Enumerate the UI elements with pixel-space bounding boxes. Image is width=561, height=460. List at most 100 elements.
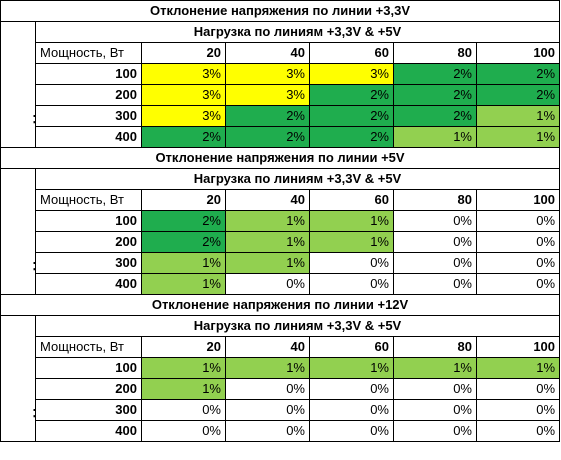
row-header: 400 xyxy=(35,273,142,295)
value-cell: 0% xyxy=(225,378,310,400)
value-cell: 0% xyxy=(141,399,226,421)
row-header: 300 xyxy=(35,105,142,127)
column-header: 80 xyxy=(393,336,477,358)
value-cell: 1% xyxy=(309,231,394,253)
value-cell: 3% xyxy=(141,63,226,85)
value-cell: 0% xyxy=(309,252,394,274)
value-cell: 2% xyxy=(309,84,394,106)
column-header: 20 xyxy=(141,42,226,64)
column-header: 60 xyxy=(309,42,394,64)
value-cell: 1% xyxy=(225,357,310,379)
value-cell: 1% xyxy=(393,357,477,379)
table-row: 300 1% 1% 0% 0% 0% xyxy=(1,252,561,274)
vertical-label-line: Нагрузка по xyxy=(30,41,36,125)
row-header: 200 xyxy=(35,231,142,253)
value-cell: 0% xyxy=(225,399,310,421)
section-title: Отклонение напряжения по линии +5V xyxy=(0,147,561,169)
row-header: 100 xyxy=(35,357,142,379)
table-row: 300 0% 0% 0% 0% 0% xyxy=(1,399,561,421)
table-row: 400 0% 0% 0% 0% 0% xyxy=(1,420,561,442)
value-cell: 0% xyxy=(475,252,561,274)
value-cell: 2% xyxy=(475,63,561,85)
value-cell: 0% xyxy=(475,210,561,232)
section-title-row: Отклонение напряжения по линии +5V xyxy=(0,147,561,169)
value-cell: 1% xyxy=(475,126,561,148)
value-cell: 3% xyxy=(225,84,310,106)
value-cell: 0% xyxy=(141,420,226,442)
value-cell: 1% xyxy=(141,378,226,400)
value-cell: 1% xyxy=(309,357,394,379)
section-subtitle: Нагрузка по линиям +3,3V & +5V xyxy=(34,315,561,337)
value-cell: 0% xyxy=(393,378,477,400)
table-row: 200 1% 0% 0% 0% 0% xyxy=(1,378,561,400)
power-corner-label: Мощность, Вт xyxy=(35,42,142,64)
section-title: Отклонение напряжения по линии +12V xyxy=(0,294,561,316)
power-corner-label: Мощность, Вт xyxy=(35,189,142,211)
value-cell: 0% xyxy=(225,420,310,442)
value-cell: 2% xyxy=(309,105,394,127)
column-header: 40 xyxy=(225,336,310,358)
row-header: 400 xyxy=(35,126,142,148)
vertical-label-line: Нагрузка по xyxy=(30,188,36,272)
value-cell: 2% xyxy=(475,84,561,106)
value-cell: 3% xyxy=(141,84,226,106)
value-cell: 0% xyxy=(393,210,477,232)
column-header-row: Мощность, Вт 20 40 60 80 100 xyxy=(1,336,561,358)
table-row: 200 2% 1% 1% 0% 0% xyxy=(1,231,561,253)
section-title-row: Отклонение напряжения по линии +3,3V xyxy=(0,0,561,22)
table-row: 200 3% 3% 2% 2% 2% xyxy=(1,84,561,106)
row-header: 200 xyxy=(35,378,142,400)
value-cell: 0% xyxy=(475,273,561,295)
column-header: 60 xyxy=(309,336,394,358)
value-cell: 2% xyxy=(393,63,477,85)
column-header-row: Мощность, Вт 20 40 60 80 100 xyxy=(1,42,561,64)
column-header: 40 xyxy=(225,189,310,211)
column-header: 40 xyxy=(225,42,310,64)
column-header: 80 xyxy=(393,42,477,64)
value-cell: 2% xyxy=(141,210,226,232)
row-header: 100 xyxy=(35,63,142,85)
value-cell: 2% xyxy=(225,126,310,148)
value-cell: 1% xyxy=(393,126,477,148)
table-row: 100 3% 3% 3% 2% 2% xyxy=(1,63,561,85)
value-cell: 0% xyxy=(393,252,477,274)
column-header: 100 xyxy=(475,189,561,211)
deviation-table: Отклонение напряжения по линии +3,3V Нагр… xyxy=(0,0,561,442)
value-cell: 0% xyxy=(475,399,561,421)
value-cell: 1% xyxy=(475,105,561,127)
value-cell: 2% xyxy=(393,105,477,127)
value-cell: 0% xyxy=(475,420,561,442)
value-cell: 3% xyxy=(225,63,310,85)
value-cell: 1% xyxy=(225,210,310,232)
section-title: Отклонение напряжения по линии +3,3V xyxy=(0,0,561,22)
value-cell: 1% xyxy=(141,273,226,295)
section-title-row: Отклонение напряжения по линии +12V xyxy=(0,294,561,316)
vertical-label-line: Нагрузка по xyxy=(30,335,36,419)
column-header-row: Мощность, Вт 20 40 60 80 100 xyxy=(1,189,561,211)
row-header: 300 xyxy=(35,399,142,421)
table-row: 400 1% 0% 0% 0% 0% xyxy=(1,273,561,295)
table-row: 300 3% 2% 2% 2% 1% xyxy=(1,105,561,127)
power-corner-label: Мощность, Вт xyxy=(35,336,142,358)
value-cell: 1% xyxy=(141,357,226,379)
value-cell: 1% xyxy=(309,210,394,232)
value-cell: 1% xyxy=(141,252,226,274)
value-cell: 3% xyxy=(309,63,394,85)
value-cell: 1% xyxy=(225,231,310,253)
table-row: 400 2% 2% 2% 1% 1% xyxy=(1,126,561,148)
value-cell: 2% xyxy=(141,126,226,148)
column-header: 60 xyxy=(309,189,394,211)
value-cell: 1% xyxy=(475,357,561,379)
value-cell: 0% xyxy=(393,399,477,421)
column-header: 100 xyxy=(475,336,561,358)
section-subtitle: Нагрузка по линиям +3,3V & +5V xyxy=(34,21,561,43)
section-subtitle: Нагрузка по линиям +3,3V & +5V xyxy=(34,168,561,190)
